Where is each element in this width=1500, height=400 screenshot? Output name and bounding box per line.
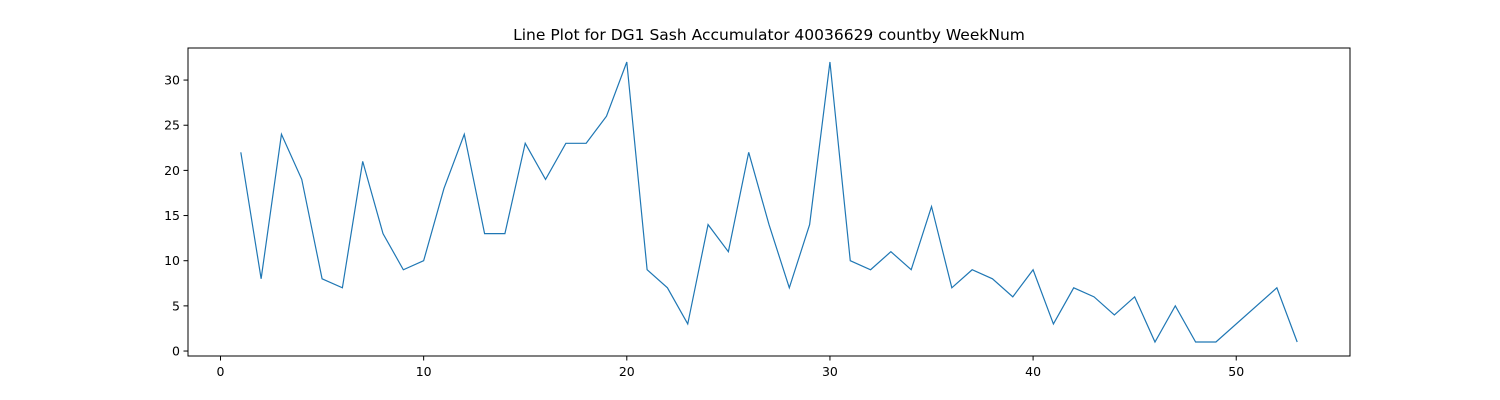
y-tick-label: 10 (164, 253, 180, 268)
x-tick-label: 30 (822, 364, 838, 379)
y-tick-label: 0 (172, 344, 180, 359)
chart-title: Line Plot for DG1 Sash Accumulator 40036… (513, 26, 1025, 44)
y-axis: 0 5 10 15 20 25 30 (164, 73, 188, 359)
x-tick-label: 10 (416, 364, 432, 379)
series-line (240, 61, 1298, 344)
y-tick-label: 15 (164, 208, 180, 223)
plot-frame (187, 47, 1351, 357)
x-tick-label: 50 (1228, 364, 1244, 379)
x-tick-label: 20 (619, 364, 635, 379)
x-tick-label: 40 (1025, 364, 1041, 379)
x-tick-label: 0 (217, 364, 225, 379)
y-tick-label: 30 (164, 73, 180, 88)
y-tick-label: 25 (164, 118, 180, 133)
series-layer (240, 61, 1298, 344)
x-axis: 0 10 20 30 40 50 (217, 356, 1244, 379)
y-tick-label: 5 (172, 298, 180, 313)
y-tick-label: 20 (164, 163, 180, 178)
